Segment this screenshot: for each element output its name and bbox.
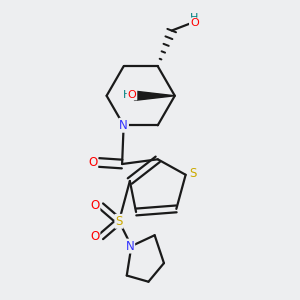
- Polygon shape: [134, 91, 175, 101]
- Text: O: O: [88, 156, 97, 169]
- Text: N: N: [119, 119, 128, 132]
- Text: O: O: [90, 230, 100, 243]
- Text: O: O: [128, 89, 136, 100]
- Text: S: S: [189, 167, 196, 180]
- Text: H: H: [190, 13, 199, 23]
- Text: N: N: [125, 240, 134, 253]
- Text: S: S: [115, 215, 123, 228]
- Text: H: H: [123, 89, 131, 100]
- Text: O: O: [190, 19, 199, 28]
- Text: O: O: [90, 199, 100, 212]
